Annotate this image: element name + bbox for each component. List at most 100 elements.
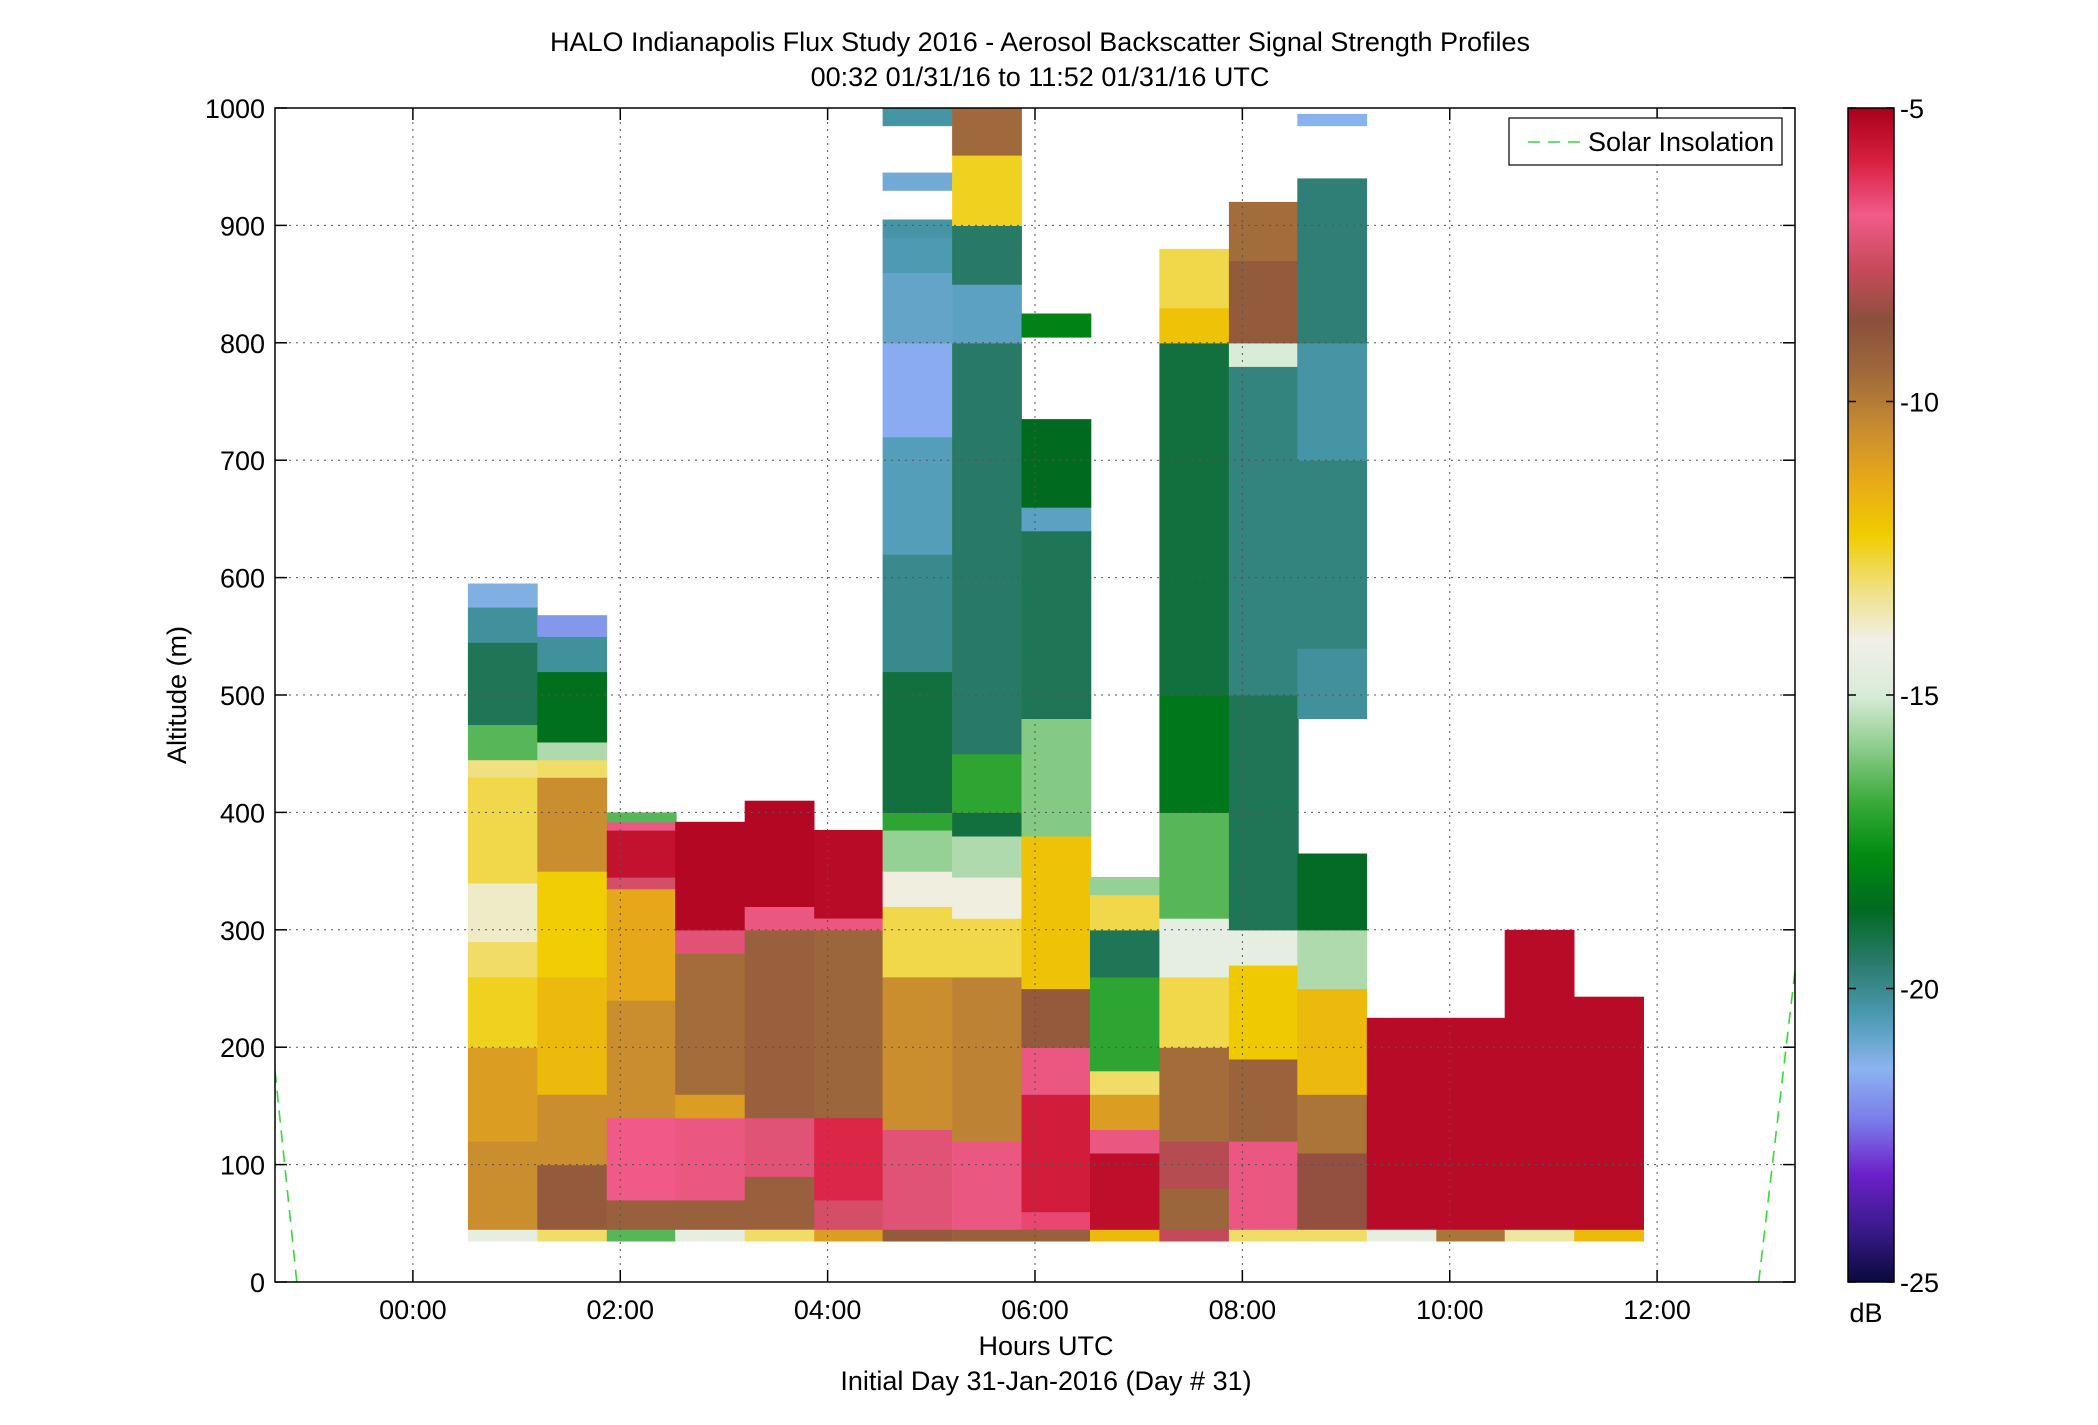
heatmap-cell-col7-seg4 [952,877,1022,919]
heatmap-cell-col6-seg3 [882,906,953,978]
heatmap-cell-col7-seg11 [952,155,1022,226]
x-tick-label: 04:00 [794,1295,862,1325]
heatmap-cell-col6-seg11 [882,272,953,344]
heatmap-cell-col0-seg10 [467,607,538,643]
heatmap-cell-col2-seg6 [606,830,677,878]
heatmap-cell-col0-seg5 [467,882,538,943]
heatmap-cell-col7-seg6 [952,812,1022,837]
heatmap-cell-col14-seg0 [1436,1229,1507,1242]
heatmap-cell-col1-seg1 [537,1164,608,1230]
heatmap-cell-col9-seg0 [1090,1229,1160,1242]
heatmap-cell-col6-seg8 [882,554,953,673]
heatmap-cell-col0-seg8 [467,724,538,761]
heatmap-cell-col5-seg3 [814,929,884,1119]
colorbar-tick-label: -25 [1900,1268,1939,1298]
heatmap-cell-col2-seg3 [606,1000,677,1119]
heatmap-cell-col9-seg2 [1090,1129,1160,1154]
heatmap-cell-col1-seg6 [537,759,608,778]
heatmap-cell-col0-seg9 [467,642,538,725]
heatmap-cell-col5-seg5 [814,830,884,919]
heatmap-cell-col8-seg6 [1021,718,1092,837]
x-axis-label-day: Initial Day 31-Jan-2016 (Day # 31) [840,1366,1251,1396]
heatmap-cell-col4-seg3 [744,929,815,1119]
heatmap-cell-col10-seg6 [1159,812,1230,919]
y-tick-label: 400 [220,798,265,828]
heatmap-cell-col10-seg1 [1159,1188,1230,1230]
heatmap-cell-col11-seg1 [1228,1141,1299,1230]
colorbar-tick-label: -10 [1900,388,1939,418]
heatmap-cell-col15-seg0 [1504,1229,1575,1242]
heatmap-cell-col6-seg1 [882,1129,953,1230]
heatmap-cell-col10-seg7 [1159,695,1230,813]
heatmap-cell-col2-seg5 [606,877,677,890]
heatmap-cell-col7-seg3 [952,918,1022,978]
heatmap-cell-col10-seg9 [1159,307,1230,344]
heatmap-cell-col12-seg10 [1297,113,1368,127]
heatmap-cell-col10-seg5 [1159,918,1230,978]
heatmap-cell-col14-seg1 [1436,1017,1507,1230]
heatmap-cell-col6-seg9 [882,436,953,555]
heatmap-cell-col9-seg5 [1090,976,1160,1072]
heatmap-cell-col2-seg7 [606,821,677,831]
heatmap-cell-col1-seg7 [537,742,608,761]
heatmap-cell-col2-seg4 [606,888,677,1001]
heatmap-cell-col8-seg5 [1021,835,1092,990]
legend: Solar Insolation [1508,117,1783,166]
heatmap-cell-col12-seg4 [1297,929,1368,990]
x-tick-label: 00:00 [379,1295,447,1325]
heatmap-cell-col0-seg2 [467,1047,538,1142]
heatmap-cell-col1-seg2 [537,1094,608,1166]
x-axis-label: Hours UTC [978,1331,1113,1361]
chart-subtitle: 00:32 01/31/16 to 11:52 01/31/16 UTC [811,62,1270,92]
heatmap-cell-col16-seg1 [1574,996,1644,1230]
heatmap-cell-col5-seg4 [814,918,884,931]
heatmap-cell-col5-seg0 [814,1229,884,1242]
heatmap-cell-col6-seg12 [882,237,953,273]
heatmap-cell-col12-seg0 [1297,1229,1368,1242]
heatmap-cell-col12-seg3 [1297,988,1368,1095]
heatmap-cell-col12-seg6 [1297,648,1368,719]
heatmap-cell-col15-seg1 [1504,929,1575,1230]
heatmap-cell-col8-seg9 [1021,419,1092,508]
heatmap-cell-col10-seg0 [1159,1229,1230,1242]
heatmap-cell-col6-seg2 [882,976,953,1130]
heatmap-cell-col3-seg3 [675,1094,745,1119]
heatmap-cell-col2-seg1 [606,1199,677,1230]
heatmap-cell-col11-seg6 [1228,366,1299,696]
heatmap-cell-col6-seg5 [882,830,953,872]
heatmap-cell-col7-seg0 [952,1229,1022,1242]
heatmap-cell-col3-seg6 [675,821,745,931]
heatmap-cell-col11-seg7 [1228,342,1299,367]
y-tick-label: 100 [220,1151,265,1181]
heatmap-cell-col7-seg9 [952,284,1022,344]
heatmap-cell-col6-seg14 [882,172,953,191]
heatmap-cell-col12-seg7 [1297,460,1368,649]
heatmap-cell-col7-seg2 [952,976,1022,1142]
heatmap-cell-col2-seg0 [606,1229,677,1242]
heatmap-cell-col9-seg3 [1090,1094,1160,1130]
heatmap-cell-col2-seg8 [606,812,677,823]
heatmap-cell-col9-seg8 [1090,877,1160,896]
heatmap-cell-col4-seg5 [744,800,815,907]
colorbar-tick-label: -15 [1900,681,1939,711]
x-tick-label: 10:00 [1416,1295,1484,1325]
colorbar: -25 -20 -15 -10 -5 dB [1847,94,1939,1328]
heatmap-cell-col0-seg4 [467,941,538,978]
heatmap-cell-col7-seg10 [952,225,1022,285]
y-axis-label: Altitude (m) [162,626,192,764]
heatmap-cell-col4-seg1 [744,1176,815,1230]
heatmap-cell-col8-seg4 [1021,988,1092,1048]
solar-insolation-line-0 [275,1070,298,1282]
y-tick-label: 600 [220,564,265,594]
heatmap-cell-col13-seg1 [1366,1017,1437,1230]
heatmap-cell-col3-seg1 [675,1199,745,1230]
x-tick-label: 02:00 [586,1295,654,1325]
colorbar-ticks: -25 -20 -15 -10 -5 [1848,94,1939,1298]
heatmap-cell-col1-seg3 [537,976,608,1095]
heatmap-cell-col11-seg4 [1228,929,1299,966]
solar-insolation-lines [275,970,1795,1282]
heatmap-cell-col8-seg8 [1021,507,1092,532]
heatmap-cell-col6-seg13 [882,219,953,238]
heatmap-cell-col12-seg1 [1297,1152,1368,1230]
